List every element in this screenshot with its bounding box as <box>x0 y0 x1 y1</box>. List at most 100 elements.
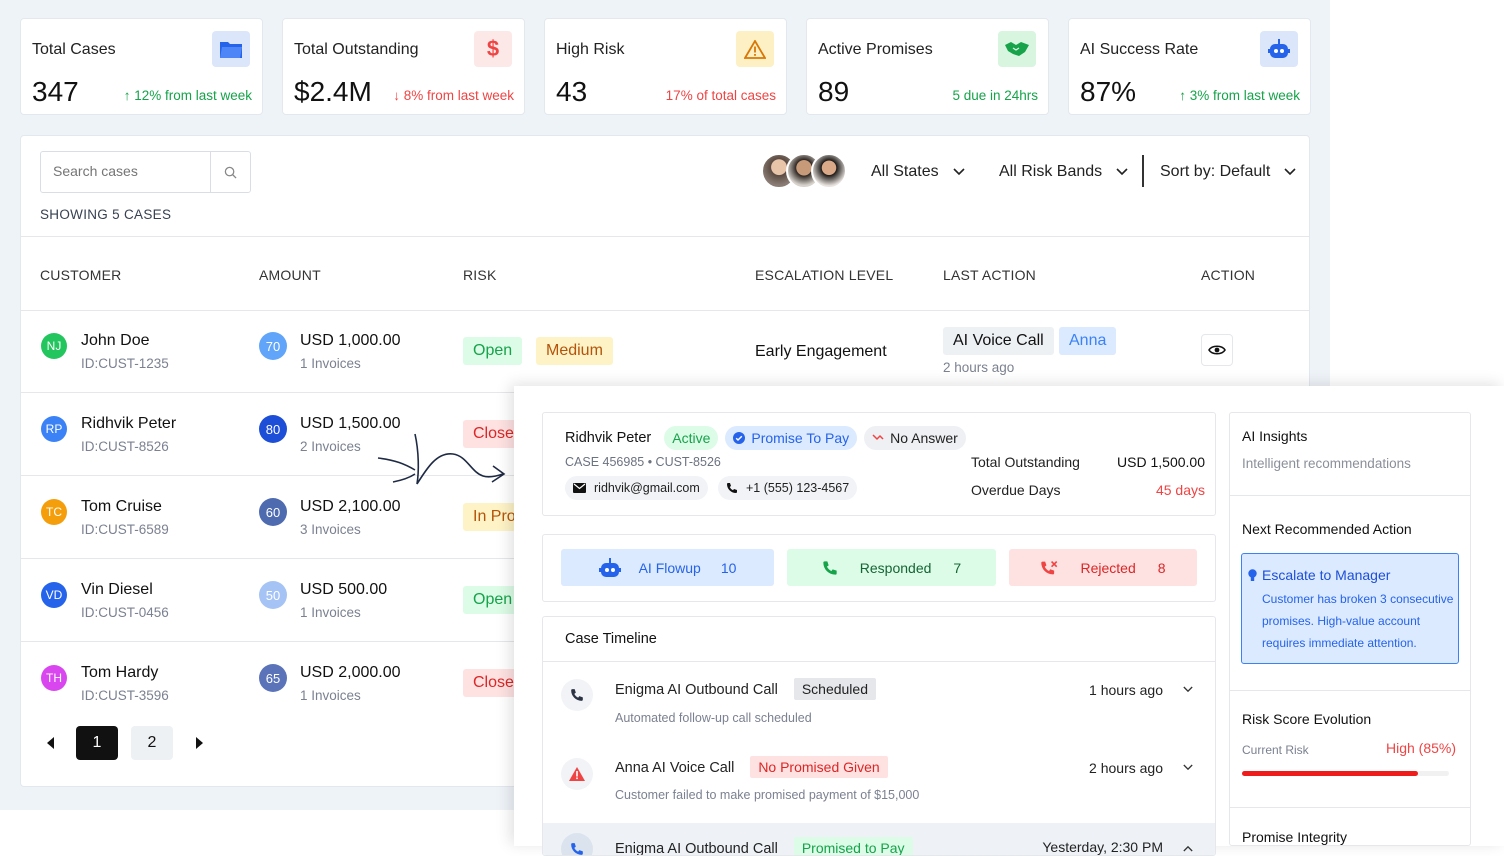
customer-name: John Doe <box>81 332 150 349</box>
chevron-down-icon[interactable] <box>1183 764 1193 771</box>
prev-page-arrow-icon[interactable] <box>47 737 55 749</box>
assignee-avatars[interactable] <box>761 153 851 191</box>
divider <box>1230 690 1470 691</box>
agent-badge: Anna <box>1059 327 1117 355</box>
page-1-button[interactable]: 1 <box>76 726 118 760</box>
customer-id: ID:CUST-6589 <box>81 522 169 537</box>
timeline-item-time: 2 hours ago <box>1089 760 1163 776</box>
rejected-stat[interactable]: Rejected 8 <box>1009 549 1197 586</box>
kpi-label: Total Outstanding <box>294 41 419 58</box>
kpi-trend: 5 due in 24hrs <box>952 88 1038 103</box>
page-2-button[interactable]: 2 <box>131 726 173 760</box>
search-input[interactable] <box>53 163 203 179</box>
current-risk-label: Current Risk <box>1242 743 1309 757</box>
timeline-item-subtitle: Automated follow-up call scheduled <box>615 711 812 725</box>
risk-evolution-title: Risk Score Evolution <box>1242 711 1372 727</box>
next-page-arrow-icon[interactable] <box>195 737 203 749</box>
sort-dropdown-label: Sort by: Default <box>1160 163 1271 180</box>
status-badge: Close <box>463 420 524 448</box>
timeline-item-time: 1 hours ago <box>1089 682 1163 698</box>
missed-call-icon <box>872 434 884 441</box>
hand-drawn-arrow-icon <box>377 433 506 485</box>
customer-id: ID:CUST-3596 <box>81 688 169 703</box>
timeline-item-title-text: Anna AI Voice Call <box>615 760 735 776</box>
search-box <box>40 151 251 193</box>
mail-icon <box>573 483 586 493</box>
ai-flowup-count: 10 <box>720 559 737 576</box>
call-rejected-icon <box>1041 560 1058 574</box>
avatar[interactable] <box>811 153 847 189</box>
timeline-item-title: Anna AI Voice Call No Promised Given <box>615 756 888 778</box>
sort-dropdown[interactable]: Sort by: Default <box>1160 163 1296 181</box>
eye-icon <box>1208 345 1226 355</box>
timeline-item[interactable]: Anna AI Voice Call No Promised Given Cust… <box>543 740 1215 822</box>
recommendation-card[interactable]: Escalate to Manager Customer has broken … <box>1241 553 1459 664</box>
timeline-item[interactable]: Enigma AI Outbound Call Promised to Pay Y… <box>543 823 1215 856</box>
amount-value: USD 1,500.00 <box>300 415 401 432</box>
customer-name: Vin Diesel <box>81 581 153 598</box>
handshake-icon <box>998 31 1036 67</box>
phone-icon <box>727 483 737 493</box>
risk-band-filter[interactable]: All Risk Bands <box>999 163 1128 181</box>
check-circle-icon <box>733 432 746 444</box>
amount-value: USD 500.00 <box>300 581 388 598</box>
risk-score-badge: 65 <box>259 664 287 692</box>
kpi-card-total-outstanding: Total Outstanding $ $2.4M ↓ 8% from last… <box>282 18 525 115</box>
overdue-label: Overdue Days <box>971 482 1061 498</box>
table-row[interactable]: NJ John Doe ID:CUST-1235 70 USD 1,000.00… <box>21 310 1309 393</box>
chevron-down-icon[interactable] <box>1183 686 1193 693</box>
outstanding-label: Total Outstanding <box>971 454 1080 470</box>
insights-title: AI Insights <box>1242 428 1308 444</box>
last-action-badge: AI Voice Call <box>943 327 1054 355</box>
kpi-label: High Risk <box>556 41 625 58</box>
current-risk-value: High (85%) <box>1385 740 1456 756</box>
timeline-badge: No Promised Given <box>750 756 888 778</box>
answer-badge: No Answer <box>864 426 966 450</box>
kpi-value: $2.4M <box>294 76 372 107</box>
column-header-last-action: LAST ACTION <box>943 267 1036 283</box>
search-icon <box>224 166 237 179</box>
phone-chip[interactable]: +1 (555) 123-4567 <box>718 476 858 500</box>
risk-score-badge: 70 <box>259 332 287 360</box>
timeline-badge: Scheduled <box>793 678 876 700</box>
table-row[interactable]: TH Tom Hardy ID:CUST-3596 65 USD 2,000.0… <box>21 642 1309 725</box>
case-timeline-card: Case Timeline Enigma AI Outbound Call Sch… <box>542 616 1216 856</box>
states-filter[interactable]: All States <box>871 163 965 181</box>
overdue-value: 45 days <box>1155 482 1205 498</box>
amount-value: USD 1,000.00 <box>300 332 401 349</box>
phone-text: +1 (555) 123-4567 <box>746 481 850 495</box>
search-button[interactable] <box>210 152 250 192</box>
kpi-trend: ↑ 3% from last week <box>1179 88 1300 103</box>
timeline-item-title: Enigma AI Outbound Call Scheduled <box>615 678 876 700</box>
last-action-time: 2 hours ago <box>943 360 1015 375</box>
timeline-item-subtitle: Customer failed to make promised payment… <box>615 788 920 802</box>
kpi-value: 89 <box>818 76 850 107</box>
states-filter-label: All States <box>871 163 939 180</box>
customer-name: Tom Cruise <box>81 498 162 515</box>
customer-name: Ridhvik Peter <box>565 430 652 446</box>
amount-value: USD 2,100.00 <box>300 498 401 515</box>
showing-count: SHOWING 5 CASES <box>40 207 172 222</box>
timeline-item-title-text: Enigma AI Outbound Call <box>615 841 778 856</box>
kpi-value: 43 <box>556 76 588 107</box>
responded-stat[interactable]: Responded 7 <box>787 549 996 586</box>
email-text: ridhvik@gmail.com <box>594 481 700 495</box>
risk-score-badge: 80 <box>259 415 287 443</box>
table-row[interactable]: TC Tom Cruise ID:CUST-6589 60 USD 2,100.… <box>21 476 1309 559</box>
kpi-label: Active Promises <box>818 41 933 58</box>
table-row[interactable]: VD Vin Diesel ID:CUST-0456 50 USD 500.00… <box>21 559 1309 642</box>
promise-integrity-title: Promise Integrity <box>1242 829 1348 845</box>
kpi-trend: 17% of total cases <box>665 88 776 103</box>
ai-flowup-stat[interactable]: AI Flowup 10 <box>561 549 774 586</box>
robot-icon <box>598 557 621 577</box>
timeline-item[interactable]: Enigma AI Outbound Call Scheduled Automat… <box>543 662 1215 740</box>
promise-badge: Promise To Pay <box>725 426 858 450</box>
column-header-escalation: ESCALATION LEVEL <box>755 267 894 283</box>
email-chip[interactable]: ridhvik@gmail.com <box>565 476 708 500</box>
view-case-button[interactable] <box>1201 334 1233 366</box>
chevron-up-icon[interactable] <box>1183 845 1193 852</box>
phone-icon <box>571 843 583 855</box>
rejected-count: 8 <box>1157 559 1166 576</box>
status-badge: Open <box>463 337 523 365</box>
table-row[interactable]: RP Ridhvik Peter ID:CUST-8526 80 USD 1,5… <box>21 393 1309 476</box>
